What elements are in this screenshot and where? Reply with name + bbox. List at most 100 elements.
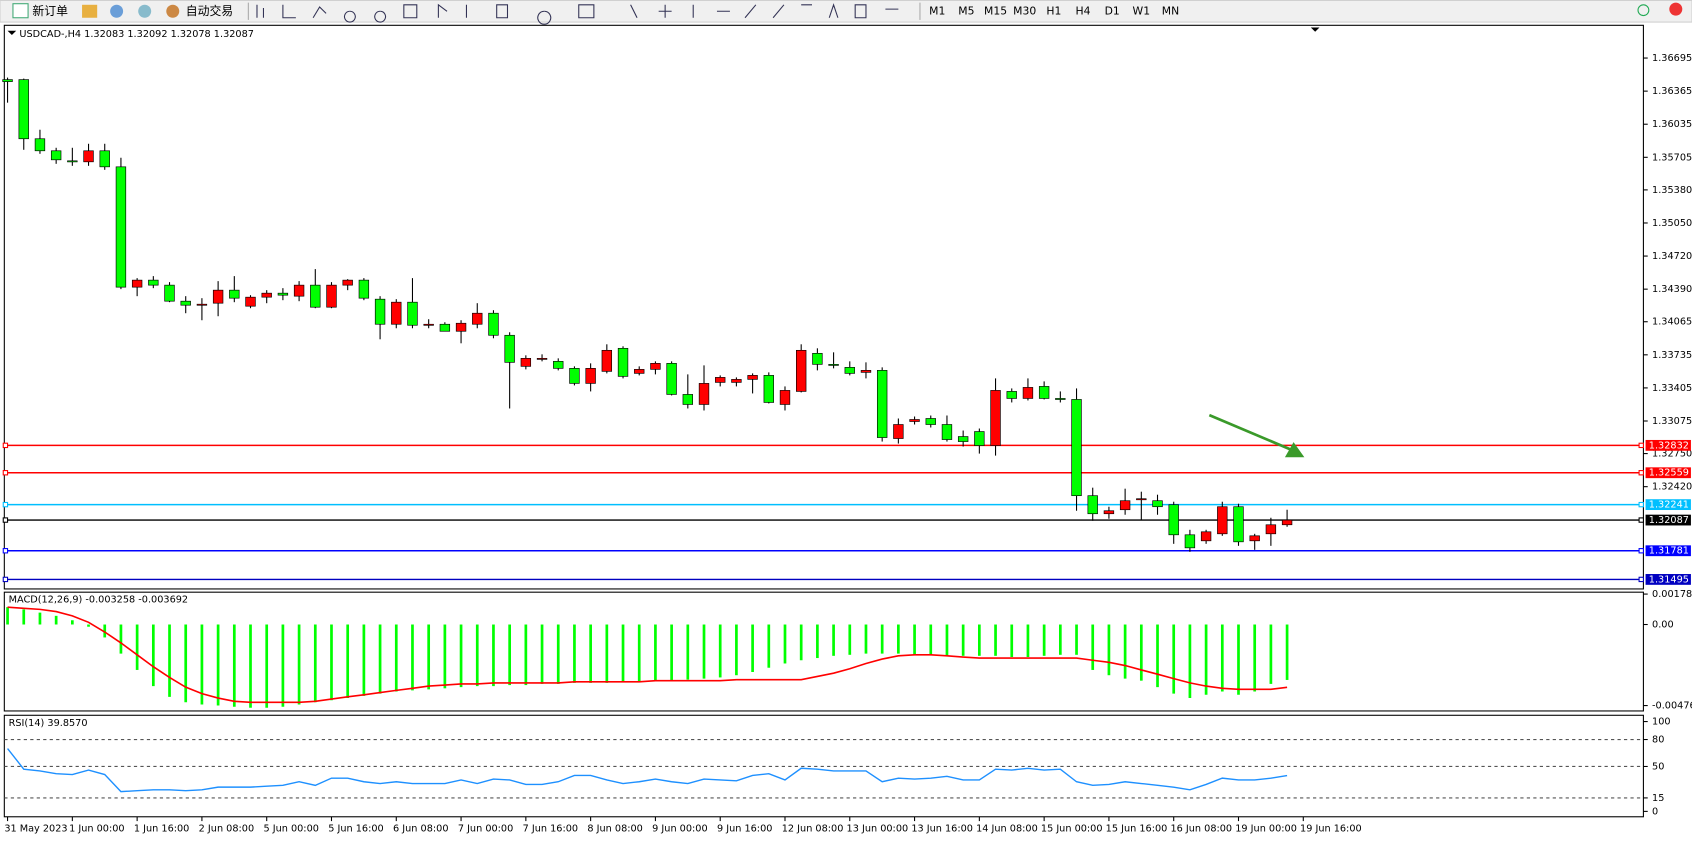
candle-body — [67, 160, 78, 163]
candle-body — [990, 390, 1001, 446]
candle-body — [293, 284, 305, 297]
line-handle — [1638, 501, 1644, 508]
candle-body — [407, 301, 418, 326]
candle-body — [1136, 498, 1147, 501]
y-tick-label: 1.36365 — [1652, 86, 1692, 97]
candle-body — [1200, 531, 1212, 542]
toolbar-icon[interactable] — [138, 4, 152, 18]
candle-body — [391, 301, 402, 325]
candle-body — [1071, 399, 1082, 497]
line-handle — [2, 517, 9, 523]
candle-body — [1233, 506, 1244, 543]
toolbar: 新订单 自动交易 M1 M5 M15 M30 H1 H4 D1 W1 MN — [0, 0, 1692, 25]
y-tick-label: 1.32750 — [1652, 449, 1692, 460]
auto-trade-button[interactable]: 自动交易 — [186, 4, 233, 18]
timeframe-button[interactable]: W1 — [1133, 4, 1151, 17]
line-handle — [2, 442, 9, 449]
candle-body — [747, 375, 758, 380]
candle-body — [520, 358, 532, 367]
y-tick-label: 1.36035 — [1652, 119, 1692, 130]
rsi-line — [7, 748, 1288, 793]
candle-body — [131, 279, 143, 288]
macd-title: MACD(12,26,9) -0.003258 -0.003692 — [9, 595, 188, 606]
y-tick-label: 1.35380 — [1652, 185, 1692, 196]
candle-body — [455, 322, 467, 332]
candle-body — [1038, 386, 1050, 399]
y-tick-label: 0.001789 — [1652, 589, 1692, 600]
timeframe-button[interactable]: M5 — [958, 4, 974, 17]
price-tag: 1.32832 — [1649, 440, 1689, 451]
candle-body — [925, 418, 936, 425]
search-icon[interactable] — [1637, 4, 1650, 17]
timeframe-button[interactable]: MN — [1162, 4, 1179, 17]
new-order-icon[interactable] — [12, 3, 29, 19]
price-tag: 1.32087 — [1649, 515, 1689, 526]
y-tick-label: 0 — [1652, 806, 1658, 817]
candle-body — [536, 358, 548, 360]
candle-body — [439, 323, 451, 332]
candle-body — [893, 424, 904, 439]
price-tag-bg — [1645, 514, 1691, 526]
y-tick-label: 80 — [1652, 735, 1664, 746]
candle-body — [358, 279, 370, 299]
y-tick-label: 1.33405 — [1652, 383, 1692, 394]
y-tick-label: -0.004763 — [1652, 701, 1692, 712]
auto-trade-icon[interactable] — [166, 4, 180, 18]
x-tick-label: 1 Jun 00:00 — [69, 824, 124, 835]
x-tick-label: 9 Jun 16:00 — [717, 824, 772, 835]
x-tick-label: 2 Jun 08:00 — [199, 824, 254, 835]
candle-body — [812, 352, 823, 365]
candle-body — [261, 292, 272, 298]
timeframe-button[interactable]: M30 — [1013, 4, 1036, 17]
timeframe-button[interactable]: M1 — [929, 4, 945, 17]
candle-body — [1055, 398, 1066, 400]
candle-body — [148, 279, 159, 286]
candle-body — [682, 394, 693, 405]
new-order-button[interactable]: 新订单 — [32, 4, 68, 18]
line-handle — [1638, 517, 1644, 523]
x-tick-label: 7 Jun 16:00 — [523, 824, 578, 835]
candle-body — [1265, 524, 1277, 535]
timeframe-button[interactable]: D1 — [1105, 4, 1120, 17]
rsi-title: RSI(14) 39.8570 — [9, 718, 88, 729]
notification-icon[interactable] — [1669, 2, 1683, 16]
y-tick-label: 50 — [1652, 761, 1664, 772]
y-tick-label: 100 — [1652, 717, 1671, 728]
candle-body — [1087, 495, 1098, 515]
candle-body — [553, 361, 564, 369]
candle-body — [2, 79, 13, 82]
x-tick-label: 19 Jun 00:00 — [1235, 824, 1297, 835]
x-tick-label: 5 Jun 00:00 — [263, 824, 318, 835]
toolbar-icon[interactable] — [82, 4, 98, 18]
timeframe-button[interactable]: H4 — [1076, 4, 1091, 17]
line-handle — [2, 501, 9, 508]
plot: 1.36695 1.36365 1.36035 1.35705 1.35380 1.350… — [2, 53, 1692, 835]
candle-body — [50, 150, 62, 161]
price-tag-bg — [1645, 499, 1691, 511]
y-tick-label: 1.34390 — [1652, 284, 1692, 295]
candle-body — [212, 289, 224, 304]
y-tick-label: 1.33075 — [1652, 416, 1692, 427]
arrow-line — [1208, 413, 1295, 452]
candle-body — [1184, 534, 1196, 549]
arrow-head — [1284, 442, 1305, 458]
candle-body — [488, 312, 499, 336]
candle-body — [698, 383, 710, 405]
candle-body — [342, 279, 353, 286]
candle-body — [18, 79, 29, 140]
y-tick-label: 0.00 — [1652, 620, 1674, 631]
price-tag: 1.32559 — [1649, 468, 1689, 479]
timeframe-button[interactable]: H1 — [1046, 4, 1061, 17]
candle-body — [828, 364, 839, 366]
x-tick-label: 19 Jun 16:00 — [1300, 824, 1362, 835]
trend-arrow — [1208, 413, 1305, 458]
timeframe-button[interactable]: M15 — [984, 4, 1007, 17]
candle-body — [666, 363, 677, 395]
candle-body — [634, 369, 645, 374]
toolbar-icon[interactable] — [110, 4, 124, 18]
x-tick-label: 12 Jun 08:00 — [782, 824, 844, 835]
candle-body — [34, 138, 46, 152]
signal-line — [7, 606, 1288, 704]
